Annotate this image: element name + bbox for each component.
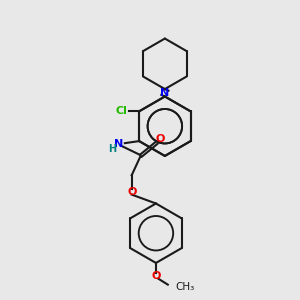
Text: O: O xyxy=(151,271,160,281)
Text: Cl: Cl xyxy=(116,106,127,116)
Text: N: N xyxy=(160,88,170,98)
Text: H: H xyxy=(108,144,116,154)
Text: O: O xyxy=(127,187,136,196)
Text: N: N xyxy=(114,139,123,149)
Text: CH₃: CH₃ xyxy=(175,282,194,292)
Text: O: O xyxy=(156,134,165,144)
